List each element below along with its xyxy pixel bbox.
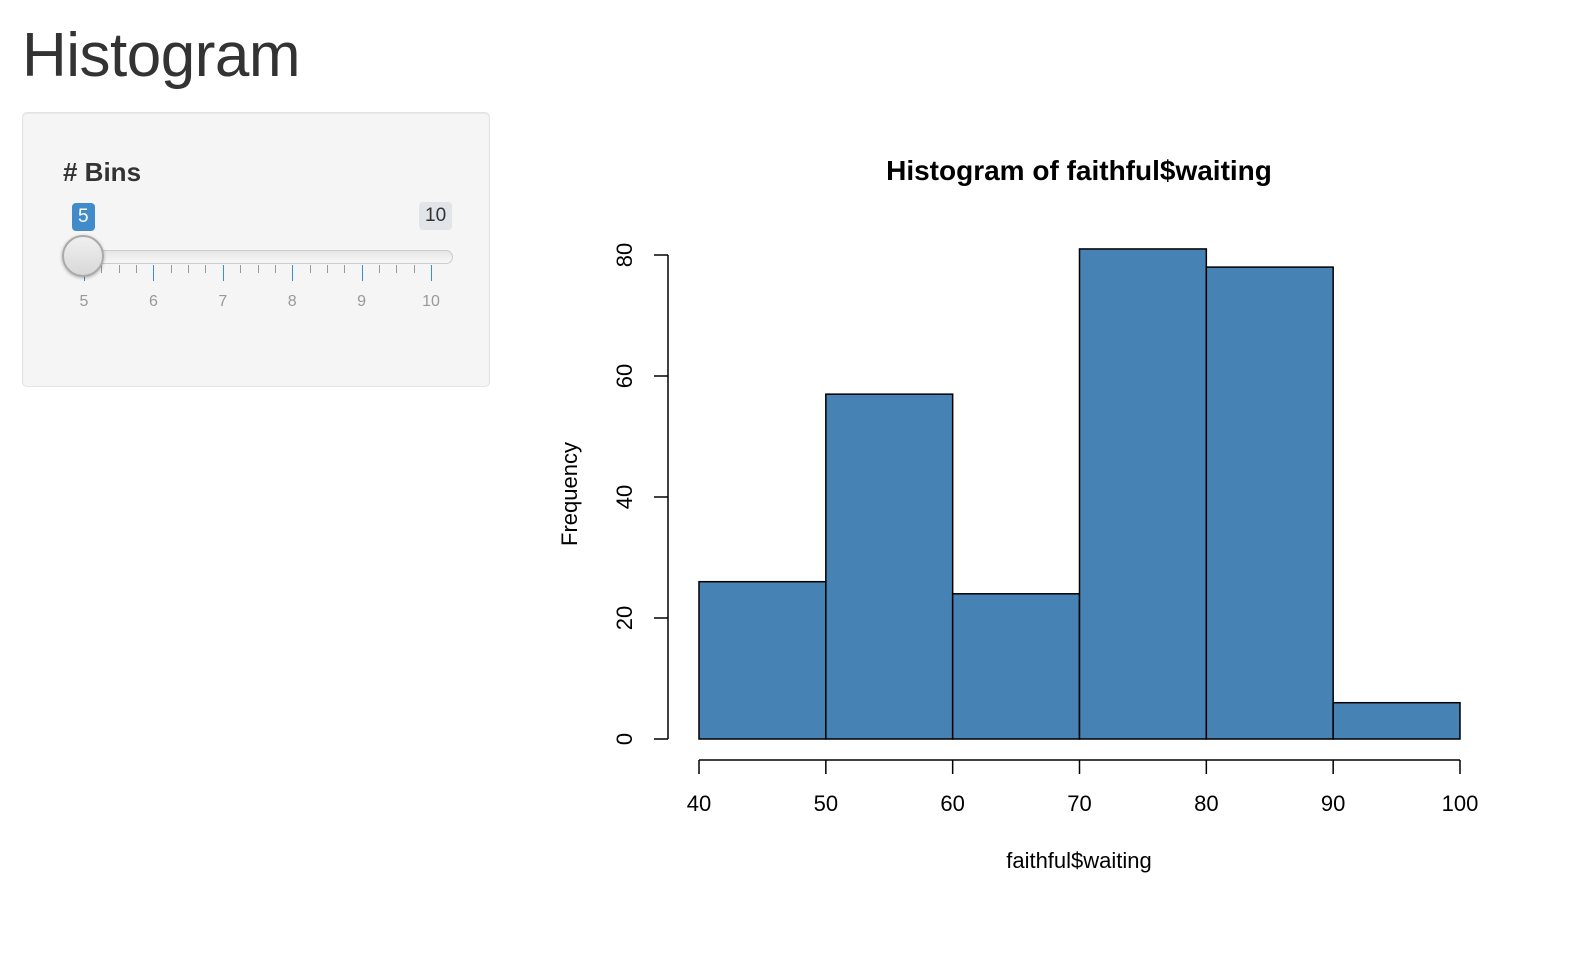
y-tick-label: 20 [612,606,637,630]
slider-minor-tick [274,265,276,273]
slider-tick-label: 6 [148,293,158,310]
slider-tick-label: 10 [422,293,440,310]
slider-minor-tick [188,265,190,273]
slider-max-bubble: 10 [419,202,453,230]
slider-minor-tick [326,265,328,273]
slider-minor-tick [240,265,242,273]
x-axis: 40 50 60 70 80 90 100 [687,759,1479,816]
x-tick-label: 100 [1442,791,1479,816]
page-title: Histogram [22,21,301,90]
slider-minor-tick [396,265,398,273]
histogram-bar [951,593,1081,740]
slider-tick-label: 9 [357,293,367,310]
slider-minor-tick [101,265,103,273]
x-tick-label: 70 [1067,791,1091,816]
histogram-bar [1332,701,1461,740]
y-tick-label: 40 [612,485,637,509]
y-axis-label: Frequency [557,442,582,546]
slider-major-tick [361,265,363,281]
bins-slider-label: # Bins [63,157,142,187]
slider-minor-tick [170,265,172,273]
slider-track[interactable] [81,250,453,264]
x-tick-label: 40 [687,791,711,816]
x-tick-label: 50 [814,791,838,816]
slider-minor-tick [136,265,138,273]
x-tick-label: 90 [1321,791,1345,816]
x-tick-label: 80 [1194,791,1218,816]
histogram-bar [825,393,954,740]
slider-tick-label: 7 [218,293,228,310]
slider-minor-tick [205,265,207,273]
slider-handle[interactable] [62,235,104,277]
slider-tick-label: 8 [287,293,297,310]
x-tick-label: 60 [940,791,964,816]
y-tick-label: 80 [612,243,637,267]
slider-minor-tick [257,265,259,273]
sidebar-panel: # Bins 5 10 5 6 7 8 9 10 [22,112,490,387]
histogram-bars [698,248,1461,740]
chart-title: Histogram of faithful$waiting [886,155,1272,186]
y-tick-label: 60 [612,364,637,388]
slider-tick-label: 5 [79,293,89,310]
slider-minor-tick [118,265,120,273]
slider-major-tick [222,265,224,281]
slider-minor-tick [309,265,311,273]
y-tick-label: 0 [612,733,637,745]
slider-major-tick [431,265,432,281]
histogram-plot: Histogram of faithful$waiting faithful$w… [557,155,1479,873]
slider-major-tick [292,265,294,281]
histogram-bar [1078,248,1208,740]
slider-minor-tick [344,265,346,273]
slider-minor-tick [378,265,380,273]
y-axis: 0 20 40 60 80 [612,243,669,745]
histogram-bar [698,580,827,740]
slider-value-bubble: 5 [72,203,95,231]
slider-major-tick [153,265,155,281]
x-axis-label: faithful$waiting [1006,848,1152,873]
histogram-bar [1205,266,1334,740]
slider-minor-tick [413,265,415,273]
bins-slider[interactable]: 5 10 5 6 7 8 9 10 [23,113,491,388]
